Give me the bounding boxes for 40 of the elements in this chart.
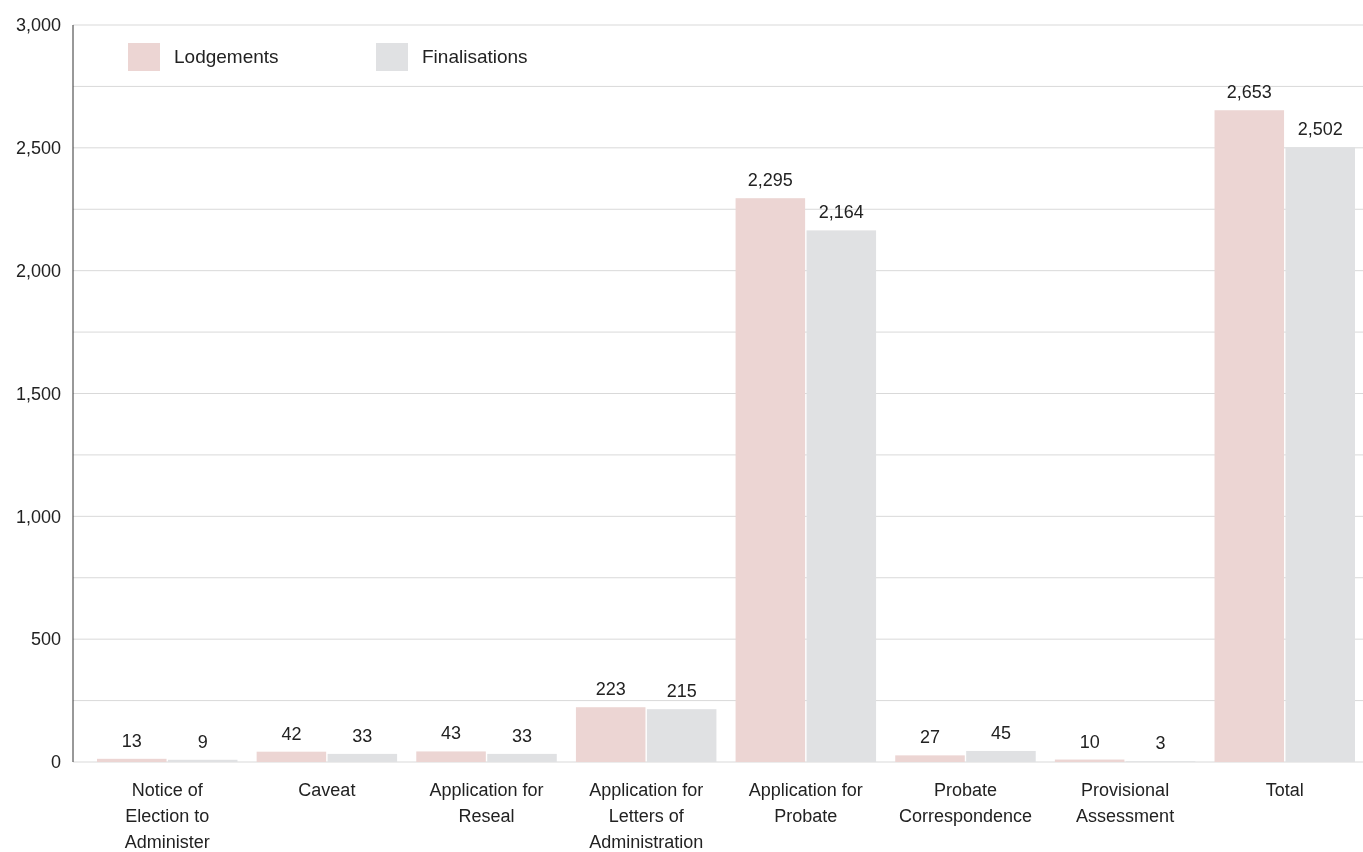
data-label: 215 [666,681,697,702]
data-label: 223 [595,679,626,700]
bar [575,707,646,762]
legend-label: Lodgements [174,46,279,67]
x-tick-label: Provisional Assessment [1076,780,1175,826]
y-tick-label: 1,000 [15,506,61,527]
bar [256,751,327,762]
y-tick-label: 1,500 [15,383,61,404]
y-tick-label: 0 [50,752,61,773]
x-tick-label: Application for Probate [748,780,863,826]
bar [96,758,167,762]
bar [895,755,965,762]
legend-label: Finalisations [422,46,528,67]
data-label: 3 [1155,733,1166,754]
data-label: 2,295 [747,170,793,191]
data-label: 45 [990,722,1011,743]
data-label: 43 [441,723,462,744]
x-tick-label: Application for Reseal [429,780,544,826]
data-label: 33 [511,725,533,746]
y-tick-label: 3,000 [15,15,61,36]
y-tick-label: 2,500 [15,138,61,159]
x-tick-label: Caveat [298,780,356,800]
y-tick-label: 2,000 [15,260,61,281]
x-tick-label: Application for Letters of Administration [589,780,704,852]
x-tick-label: Probate Correspondence [898,780,1033,826]
data-label: 10 [1079,731,1100,752]
x-tick-label: Notice of Election to Administer [124,780,210,852]
data-label: 2,653 [1226,82,1272,103]
bar [416,751,486,762]
y-tick-label: 500 [30,629,61,650]
data-label: 33 [352,725,373,746]
data-label: 42 [281,723,302,744]
data-label: 2,164 [818,202,864,223]
data-label: 2,502 [1297,119,1343,140]
bar [735,198,806,762]
x-tick-label: Total [1265,780,1304,800]
data-label: 9 [197,731,208,752]
data-label: 13 [121,730,142,751]
data-label: 27 [919,727,941,748]
bar [1214,110,1285,762]
